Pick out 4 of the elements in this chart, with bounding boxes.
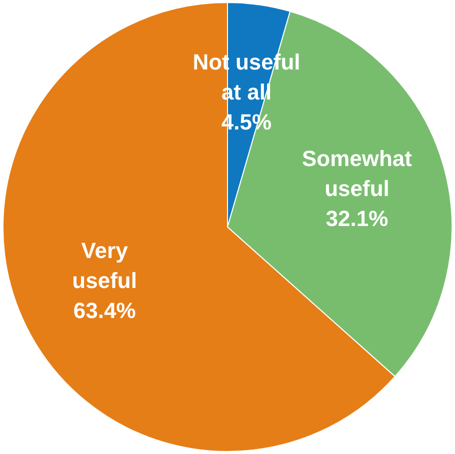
slice-label: Very useful xyxy=(72,238,137,294)
data-label: 32.1% xyxy=(326,206,388,231)
slice-label: Somewhat useful xyxy=(302,146,413,201)
data-label: 63.4% xyxy=(73,298,136,324)
